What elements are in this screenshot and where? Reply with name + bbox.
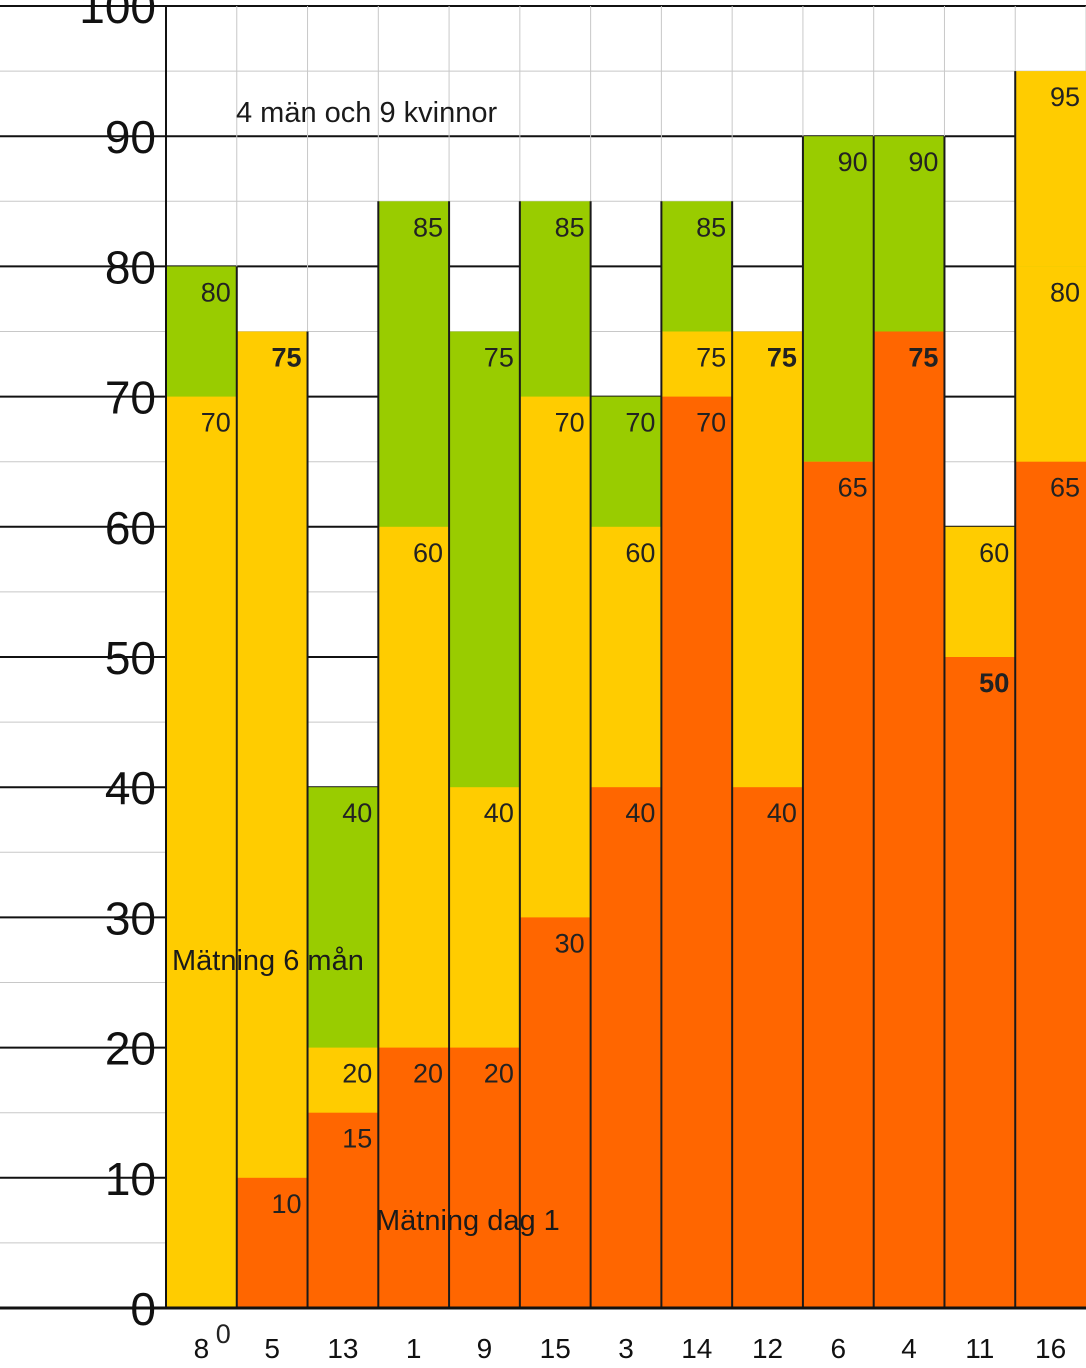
x-tick-label: 12 [752, 1333, 783, 1364]
bar-segment [590, 787, 662, 1308]
bar-segment [236, 331, 308, 1308]
x-tick-label: 15 [540, 1333, 571, 1364]
y-tick-label: 100 [79, 0, 156, 33]
data-label: 95 [1050, 82, 1080, 112]
y-tick-label: 50 [105, 632, 156, 684]
y-tick-label: 70 [105, 372, 156, 424]
data-label: 40 [767, 798, 797, 828]
data-label: 40 [484, 798, 514, 828]
bar-segment [732, 787, 803, 1308]
bar-segment [307, 1112, 379, 1308]
data-label: 80 [201, 277, 231, 307]
data-label: 70 [696, 408, 726, 438]
data-label: 10 [271, 1189, 301, 1219]
bar-segment [1015, 461, 1086, 1308]
bar-segment [944, 657, 1016, 1308]
x-tick-label: 9 [477, 1333, 493, 1364]
data-label: 75 [908, 343, 938, 373]
bar-segment [519, 917, 591, 1308]
data-label: 75 [271, 343, 301, 373]
data-label: 75 [271, 343, 301, 373]
data-label: 40 [625, 798, 655, 828]
x-tick-label: 14 [681, 1333, 712, 1364]
y-tick-label: 0 [130, 1283, 156, 1335]
axes [0, 6, 1086, 1310]
data-label: 85 [696, 212, 726, 242]
x-tick-label: 3 [618, 1333, 634, 1364]
data-label: 75 [767, 343, 797, 373]
data-label: 80 [1050, 277, 1080, 307]
annotation-count: 4 män och 9 kvinnor [236, 97, 497, 129]
data-label: 15 [342, 1124, 372, 1154]
data-label: 50 [979, 668, 1009, 698]
data-label: 70 [201, 408, 231, 438]
data-label: 50 [979, 668, 1009, 698]
data-label: 90 [908, 147, 938, 177]
data-label: 20 [342, 1059, 372, 1089]
data-label: 70 [625, 408, 655, 438]
data-label: 65 [838, 473, 868, 503]
bar-segment [661, 396, 733, 1309]
data-label: 65 [1050, 473, 1080, 503]
bar-segment [236, 1177, 308, 1308]
x-tick-label: 11 [965, 1333, 994, 1364]
x-tick-label: 6 [831, 1333, 847, 1364]
x-tick-label: 1 [406, 1333, 422, 1364]
bar-segment [449, 1047, 520, 1308]
x-tick-label: 13 [327, 1333, 358, 1364]
data-label: 60 [979, 538, 1009, 568]
y-tick-label: 30 [105, 892, 156, 944]
bar-segment [802, 461, 874, 1308]
x-tick-label: 5 [264, 1333, 280, 1364]
data-label: 60 [625, 538, 655, 568]
data-label: 20 [413, 1059, 443, 1089]
x-tick-label: 4 [901, 1333, 917, 1364]
y-tick-label: 60 [105, 502, 156, 554]
data-label: 60 [413, 538, 443, 568]
data-labels: 0 10 15 20 20 30 40 70 40 65 75 50 65 70 75 20 60 40 70 60 7… [201, 82, 1080, 1349]
data-label: 75 [696, 343, 726, 373]
bar-segment [873, 331, 945, 1308]
y-tick-label: 40 [105, 762, 156, 814]
data-label: 85 [413, 212, 443, 242]
x-tick-label: 8 [194, 1333, 210, 1364]
data-label: 75 [484, 343, 514, 373]
data-label: 75 [767, 343, 797, 373]
y-tick-label: 90 [105, 111, 156, 163]
y-tick-label: 80 [105, 241, 156, 293]
y-tick-label: 20 [105, 1023, 156, 1075]
y-tick-label: 10 [105, 1153, 156, 1205]
annotations: 4 män och 9 kvinnor Mätning 6 mån Mätnin… [172, 97, 560, 1237]
bar-dividers [235, 71, 1017, 1308]
data-label: 30 [555, 928, 585, 958]
data-label: 20 [484, 1059, 514, 1089]
annotation-day-1: Mätning dag 1 [376, 1205, 560, 1237]
data-label: 70 [555, 408, 585, 438]
bar-segment [166, 396, 237, 1309]
data-label: 90 [838, 147, 868, 177]
bar-segment [378, 1047, 450, 1308]
annotation-6-months: Mätning 6 mån [172, 945, 364, 977]
data-label: 85 [555, 212, 585, 242]
data-label: 40 [342, 798, 372, 828]
data-label: 75 [908, 343, 938, 373]
bars [166, 71, 1086, 1309]
data-label: 0 [216, 1319, 231, 1349]
x-tick-label: 16 [1035, 1333, 1066, 1364]
